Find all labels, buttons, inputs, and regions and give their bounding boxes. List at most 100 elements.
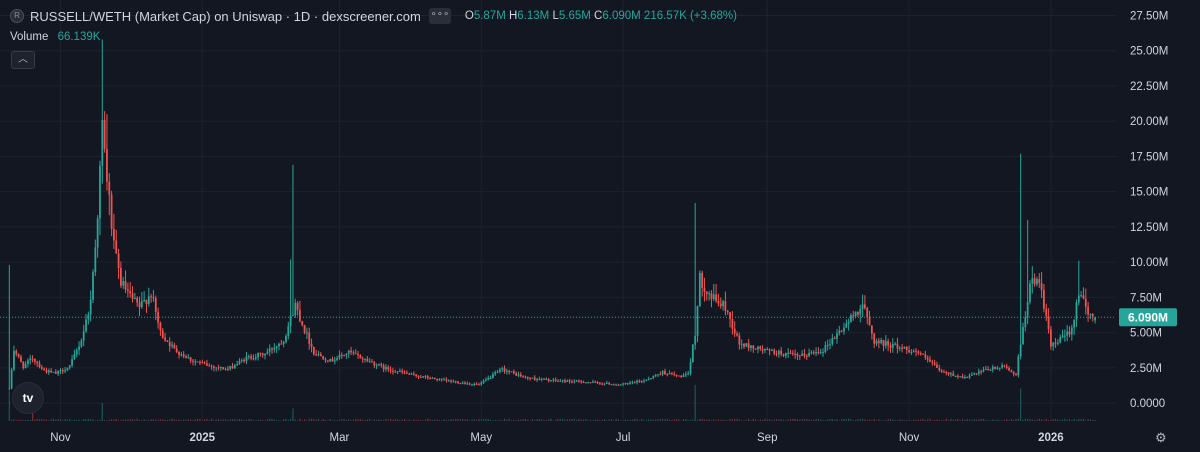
volume-bar-394 xyxy=(924,419,926,421)
more-options-button[interactable]: ∘∘∘ xyxy=(428,8,451,24)
tradingview-logo-icon[interactable]: tv xyxy=(12,382,44,414)
candle-body-339 xyxy=(796,354,799,356)
volume-bar-152 xyxy=(362,419,364,421)
candle-body-320 xyxy=(752,345,755,349)
volume-bar-261 xyxy=(615,418,617,421)
volume-bar-12 xyxy=(36,418,38,421)
volume-bar-289 xyxy=(680,420,682,421)
volume-bar-180 xyxy=(427,418,429,421)
volume-bar-465 xyxy=(1089,419,1092,421)
volume-bar-242 xyxy=(571,419,573,421)
candle-body-273 xyxy=(643,380,645,382)
volume-bar-276 xyxy=(650,419,652,421)
price-axis[interactable]: 0.0000 2.50M 5.00M 7.50M 10.00M 12.50M 15.00M 1… xyxy=(1130,11,1168,411)
volume-bar-238 xyxy=(562,418,564,421)
candle-body-431 xyxy=(1010,370,1013,373)
candle-body-368 xyxy=(864,304,866,309)
candle-body-269 xyxy=(633,382,636,384)
chart-title[interactable]: RUSSELL/WETH (Market Cap) on Uniswap · 1… xyxy=(30,8,421,24)
volume-bar-24 xyxy=(64,419,66,421)
volume-bar-307 xyxy=(722,419,724,421)
candle-body-92 xyxy=(222,367,225,370)
volume-bar-366 xyxy=(859,418,861,421)
candle-body-199 xyxy=(471,384,473,386)
candle-body-156 xyxy=(371,361,373,363)
volume-bar-246 xyxy=(580,419,582,421)
candle-body-187 xyxy=(443,379,445,381)
candle-body-283 xyxy=(666,374,669,376)
candle-body-116 xyxy=(278,343,280,347)
volume-bar-341 xyxy=(801,419,803,421)
volume-bar-363 xyxy=(852,420,854,421)
volume-bar-230 xyxy=(543,420,545,421)
volume-bar-123 xyxy=(294,419,296,421)
candle-body-31 xyxy=(80,340,83,347)
volume-bar-191 xyxy=(452,419,454,421)
volume-bar-371 xyxy=(871,420,873,421)
time-axis[interactable]: Nov 2025 Mar May Jul Sep Nov 2026 xyxy=(50,432,1063,444)
volume-bar-157 xyxy=(373,419,375,421)
volume-bar-102 xyxy=(245,419,248,421)
gear-icon[interactable]: ⚙ xyxy=(1155,430,1167,445)
volume-bar-26 xyxy=(69,418,71,421)
volume-bar-63 xyxy=(155,419,157,421)
volume-bar-58 xyxy=(143,419,145,421)
last-price-tag: 6.090M xyxy=(1119,308,1177,327)
volume-bar-219 xyxy=(517,419,520,421)
candle-body-381 xyxy=(894,343,897,345)
candle-body-218 xyxy=(515,372,518,376)
volume-bar-134 xyxy=(320,420,322,421)
collapse-legend-button[interactable]: ︿ xyxy=(11,51,35,69)
candle-body-129 xyxy=(308,332,311,344)
volume-bar-81 xyxy=(197,419,199,421)
candle-body-415 xyxy=(973,373,976,375)
candle-body-336 xyxy=(789,352,792,354)
candle-body-20 xyxy=(54,371,57,374)
candle-body-408 xyxy=(957,375,959,377)
candle-body-345 xyxy=(810,352,813,354)
grid xyxy=(0,0,1116,420)
candle-body-452 xyxy=(1059,337,1062,343)
candle-body-387 xyxy=(908,350,910,353)
volume-bar-330 xyxy=(775,419,778,421)
volume-bar-76 xyxy=(185,419,187,421)
volume-bar-129 xyxy=(308,418,310,421)
volume-bar-116 xyxy=(278,420,280,421)
candle-body-42 xyxy=(106,148,108,182)
candle-body-448 xyxy=(1050,329,1052,347)
volume-bar-443 xyxy=(1038,418,1040,421)
volume-bar-202 xyxy=(478,418,480,421)
x-tick-label-0: Nov xyxy=(50,432,71,444)
candle-body-35 xyxy=(89,299,92,315)
volume-bar-37 xyxy=(94,420,96,421)
candle-body-104 xyxy=(250,356,252,359)
candle-body-249 xyxy=(587,382,590,384)
candle-body-166 xyxy=(394,371,397,373)
candle-body-84 xyxy=(203,362,206,364)
candle-body-265 xyxy=(624,383,627,385)
candle-body-326 xyxy=(766,349,769,351)
volume-bar-22 xyxy=(59,419,62,421)
candle-body-355 xyxy=(833,338,836,340)
candle-body-287 xyxy=(675,374,678,376)
candle-body-405 xyxy=(950,373,952,375)
volume-bar-206 xyxy=(487,419,489,421)
volume-bar-140 xyxy=(334,420,336,421)
volume-bar-225 xyxy=(531,419,534,421)
open-label: O xyxy=(464,10,474,22)
candle-body-401 xyxy=(940,370,943,372)
candle-body-180 xyxy=(426,376,429,379)
volume-bar-39 xyxy=(99,419,101,421)
candle-body-123 xyxy=(294,302,297,316)
candle-body-146 xyxy=(347,350,350,354)
volume-bar-220 xyxy=(520,419,522,421)
volume-bar-402 xyxy=(943,420,945,421)
volume-bar-84 xyxy=(204,419,206,421)
volume-bar-338 xyxy=(794,418,796,421)
candle-body-376 xyxy=(882,339,885,346)
candle-body-48 xyxy=(120,268,122,286)
candle-body-164 xyxy=(389,369,392,371)
candle-body-2 xyxy=(13,350,15,370)
